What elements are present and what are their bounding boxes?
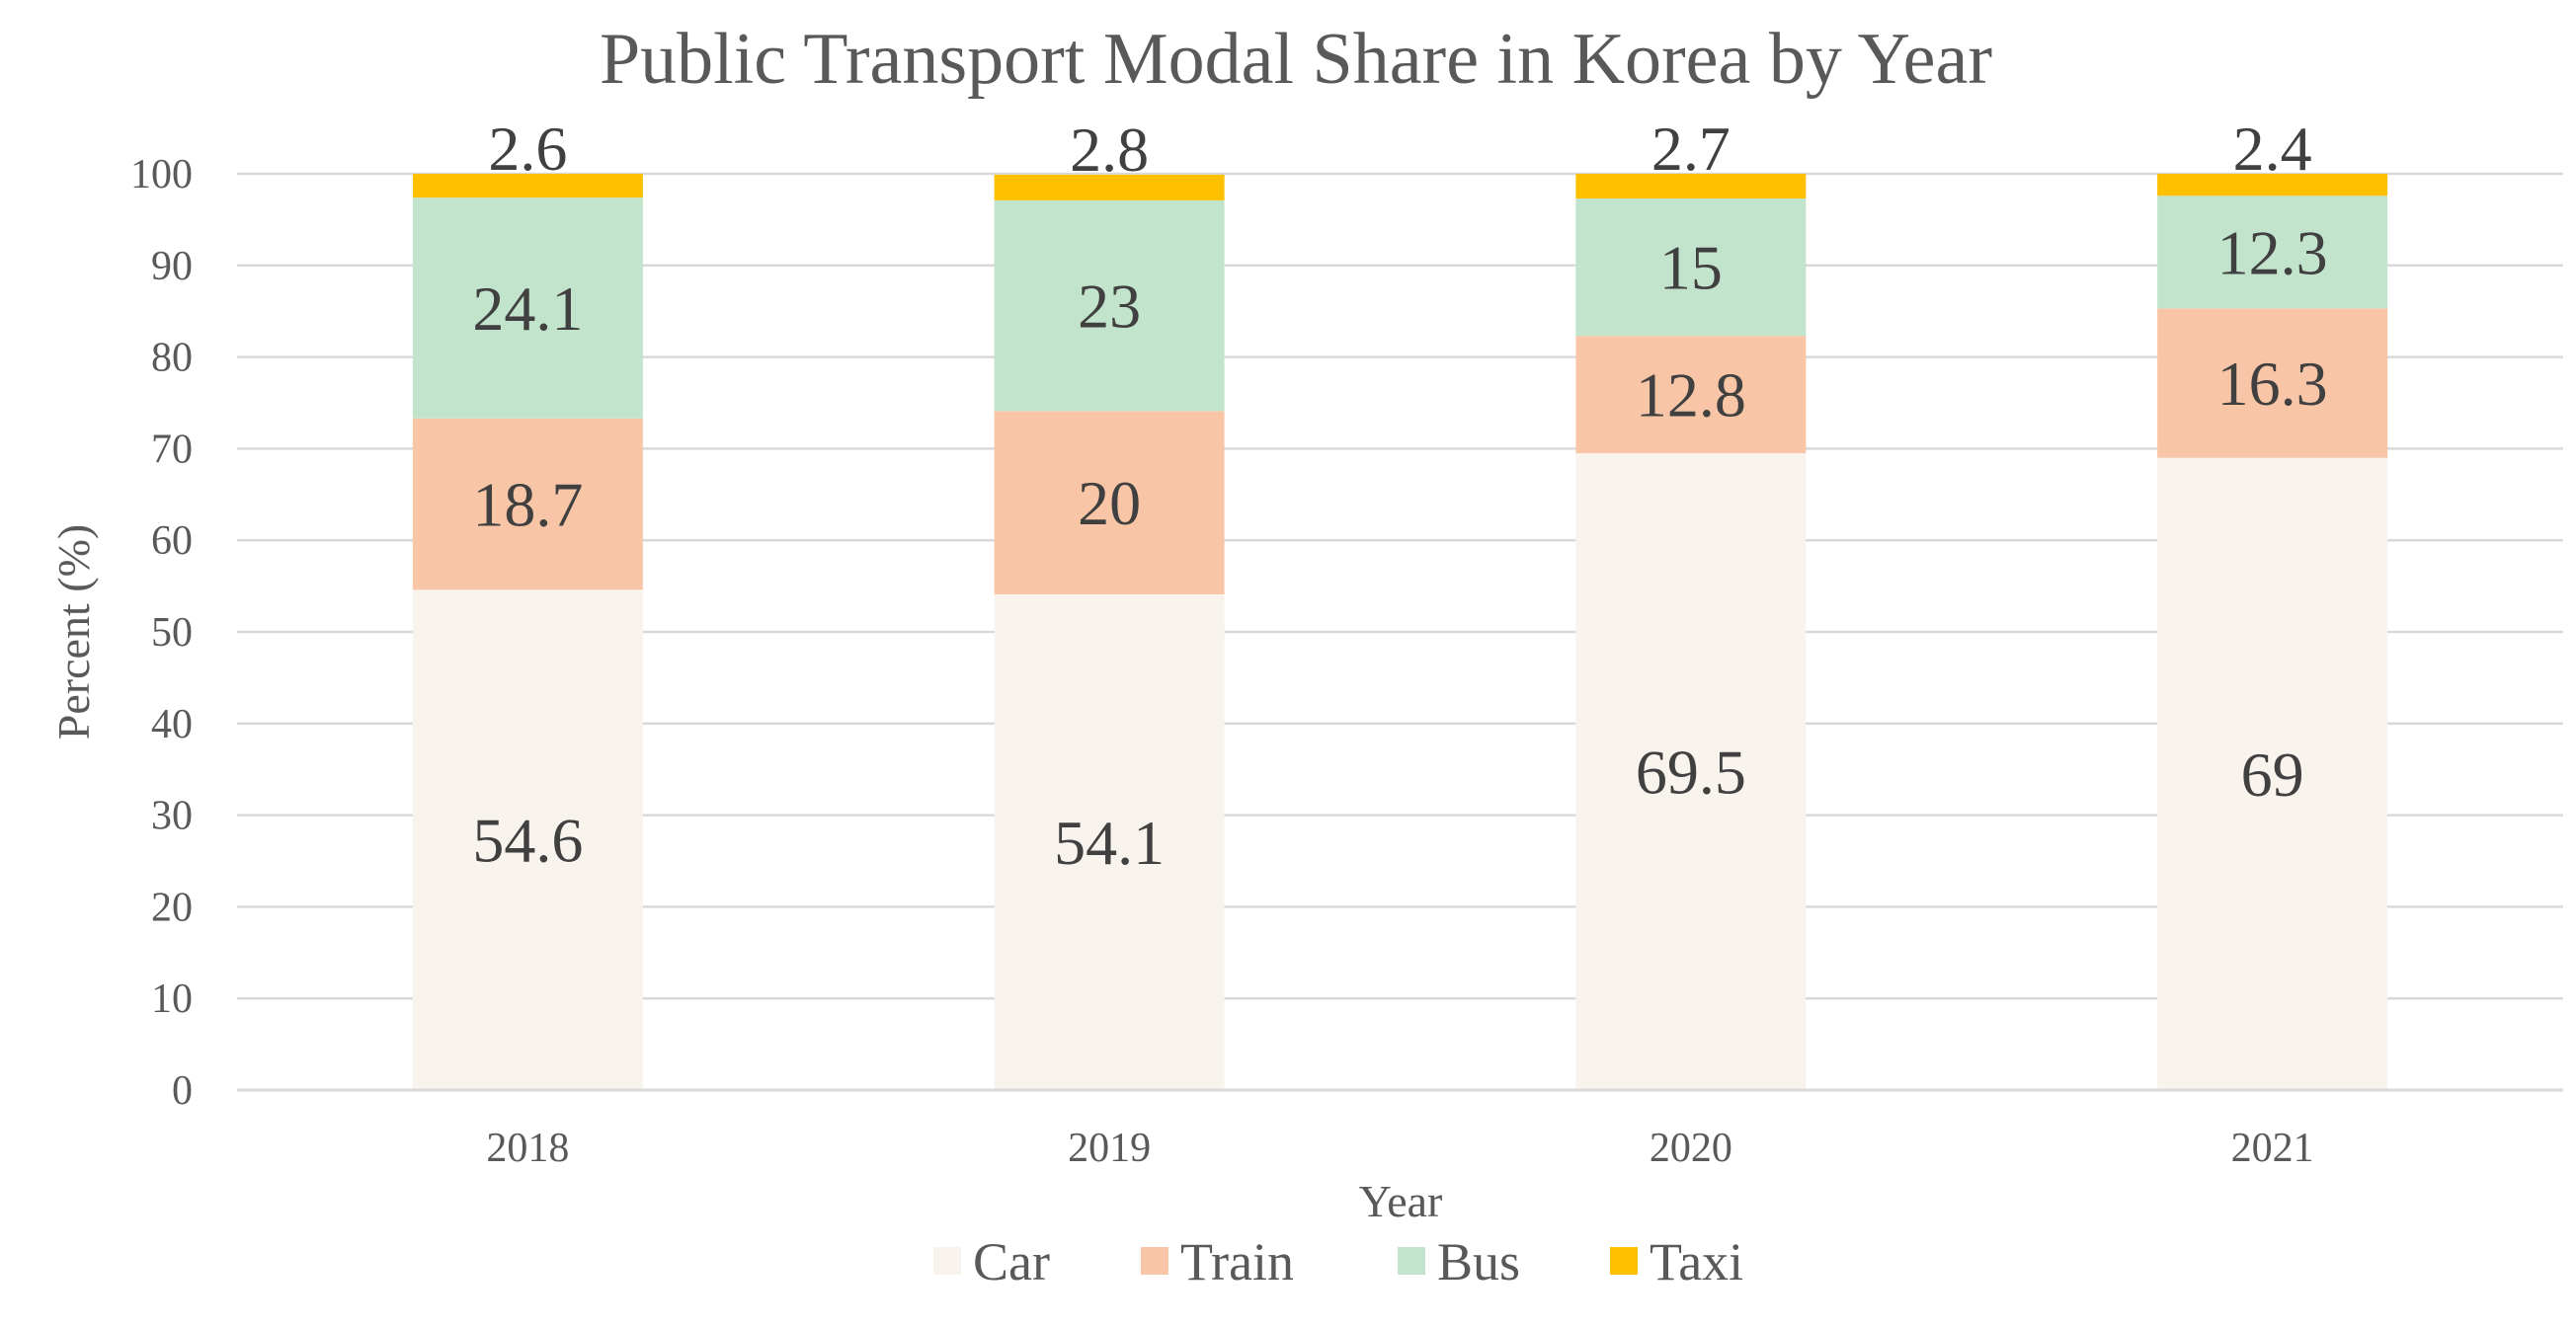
bar-car-2019 [994,593,1225,1090]
data-labels: 54.6 18.7 24.1 2.6 54.1 20 23 2.8 69.5 12.8 15 2.7 6… [472,114,2327,878]
data-label-taxi-2020: 2.7 [1651,114,1731,184]
y-tick-label-90: 90 [151,244,193,289]
bar-train-2019 [994,411,1225,594]
legend: Car Train Bus Taxi [933,1232,1743,1291]
bar-taxi-2018 [412,174,643,198]
y-tick-label-100: 100 [130,152,193,197]
data-label-taxi-2021: 2.4 [2233,114,2312,184]
data-label-taxi-2019: 2.8 [1070,115,1149,185]
data-label-car-2020: 69.5 [1636,738,1746,808]
legend-swatch-taxi [1610,1247,1638,1275]
legend-label-bus: Bus [1437,1232,1520,1291]
y-axis-ticks: 0 10 20 30 40 50 60 70 80 90 100 [130,152,193,1114]
bar-bus-2018 [412,197,643,419]
y-tick-label-10: 10 [151,977,193,1022]
bar-train-2018 [412,418,643,590]
data-label-train-2019: 20 [1078,468,1141,538]
y-tick-label-60: 60 [151,518,193,564]
y-tick-label-40: 40 [151,702,193,747]
x-tick-label-2021: 2021 [2231,1126,2314,1171]
bar-bus-2019 [994,199,1225,412]
x-axis-title: Year [1359,1176,1443,1226]
y-tick-label-70: 70 [151,427,193,472]
bar-train-2021 [2157,308,2388,458]
data-label-car-2019: 54.1 [1054,808,1165,878]
data-label-bus-2020: 15 [1659,233,1723,303]
y-axis-title: Percent (%) [48,524,99,740]
y-tick-label-30: 30 [151,794,193,839]
bar-car-2020 [1575,453,1807,1090]
data-label-bus-2021: 12.3 [2217,217,2328,287]
legend-label-taxi: Taxi [1650,1232,1743,1291]
x-axis-ticks: 2018 2019 2020 2021 [486,1126,2313,1171]
bars [412,174,2388,1090]
chart-title: Public Transport Modal Share in Korea by… [600,19,1992,100]
data-label-taxi-2018: 2.6 [488,114,567,184]
data-label-car-2018: 54.6 [472,806,583,876]
data-label-bus-2019: 23 [1078,272,1141,342]
data-label-train-2018: 18.7 [472,470,583,540]
legend-label-car: Car [973,1232,1050,1291]
bar-taxi-2021 [2157,174,2388,196]
x-tick-label-2019: 2019 [1068,1126,1151,1171]
legend-swatch-bus [1398,1247,1425,1275]
y-tick-label-80: 80 [151,336,193,381]
y-tick-label-0: 0 [172,1068,193,1114]
y-tick-label-20: 20 [151,885,193,930]
bar-car-2018 [412,589,643,1090]
legend-label-train: Train [1180,1232,1294,1291]
bar-taxi-2020 [1575,174,1807,199]
y-tick-label-50: 50 [151,610,193,656]
data-label-train-2020: 12.8 [1636,360,1746,430]
x-tick-label-2020: 2020 [1650,1126,1732,1171]
data-label-car-2021: 69 [2241,740,2304,810]
bar-bus-2020 [1575,198,1807,337]
data-label-train-2021: 16.3 [2217,349,2328,419]
legend-swatch-train [1141,1247,1168,1275]
x-tick-label-2018: 2018 [486,1126,569,1171]
bar-bus-2021 [2157,195,2388,309]
legend-swatch-car [933,1247,961,1275]
bar-car-2021 [2157,457,2388,1090]
data-label-bus-2018: 24.1 [472,274,583,344]
bar-taxi-2019 [994,174,1225,200]
bar-train-2020 [1575,336,1807,454]
